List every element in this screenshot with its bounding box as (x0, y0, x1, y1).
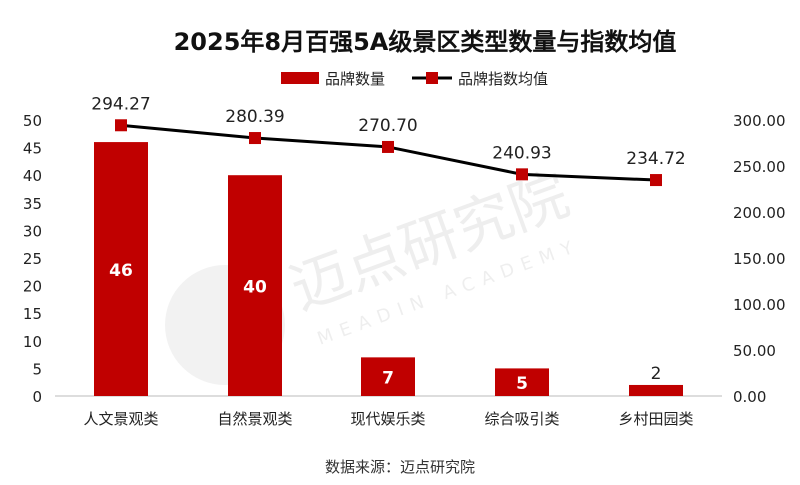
right-tick-label: 200.00 (733, 204, 786, 222)
index-line: 294.27 280.39 270.70 240.93 234.72 (91, 94, 686, 187)
left-tick-label: 15 (23, 305, 42, 323)
line-value-label: 234.72 (626, 149, 685, 169)
left-axis: 0 5 10 15 20 25 30 35 40 45 50 (23, 112, 42, 406)
right-tick-label: 0.00 (733, 388, 766, 406)
left-tick-label: 35 (23, 195, 42, 213)
legend-bar-swatch (281, 72, 319, 84)
left-tick-label: 10 (23, 333, 42, 351)
right-tick-label: 100.00 (733, 296, 786, 314)
bar-value-label: 7 (382, 369, 394, 389)
source-note: 数据来源：迈点研究院 (325, 458, 475, 476)
right-tick-label: 250.00 (733, 158, 786, 176)
line-marker (516, 168, 528, 181)
chart-title: 2025年8月百强5A级景区类型数量与指数均值 (174, 28, 677, 56)
x-tick-label: 自然景观类 (217, 410, 292, 428)
x-axis: 人文景观类 自然景观类 现代娱乐类 综合吸引类 乡村田园类 (83, 410, 693, 428)
line-marker (115, 119, 127, 132)
line-value-label: 280.39 (225, 107, 284, 127)
line-marker (382, 140, 394, 153)
bar (629, 384, 683, 396)
legend-line-label: 品牌指数均值 (458, 70, 548, 88)
right-axis: 0.00 50.00 100.00 150.00 200.00 250.00 300.00 (733, 112, 786, 406)
left-tick-label: 30 (23, 222, 42, 240)
line-marker (650, 174, 662, 187)
line-value-label: 270.70 (358, 116, 417, 136)
bar (94, 142, 148, 396)
line-marker (249, 132, 261, 145)
left-tick-label: 50 (23, 112, 42, 130)
bar-value-label: 2 (651, 364, 662, 384)
left-tick-label: 45 (23, 140, 42, 158)
bar-value-label: 46 (109, 261, 133, 281)
bar (495, 368, 549, 396)
left-tick-label: 20 (23, 278, 42, 296)
left-tick-label: 0 (32, 388, 42, 406)
x-tick-label: 乡村田园类 (618, 410, 693, 428)
right-tick-label: 150.00 (733, 250, 786, 268)
bars: 46 40 7 5 2 (94, 142, 683, 396)
left-tick-label: 40 (23, 167, 42, 185)
bar (361, 357, 415, 396)
bar-value-label: 40 (243, 278, 267, 298)
legend: 品牌数量 品牌指数均值 (281, 70, 548, 88)
left-tick-label: 5 (32, 360, 42, 378)
watermark: 迈点研究院 MEADIN ACADEMY (165, 160, 583, 385)
x-tick-label: 综合吸引类 (484, 410, 559, 428)
legend-line-marker (426, 72, 438, 84)
bar-value-label: 5 (516, 374, 528, 394)
line-value-label: 240.93 (492, 143, 551, 163)
right-tick-label: 300.00 (733, 112, 786, 130)
legend-bar-label: 品牌数量 (325, 70, 385, 88)
x-tick-label: 人文景观类 (83, 410, 158, 428)
bar (228, 175, 282, 396)
right-tick-label: 50.00 (733, 342, 776, 360)
x-tick-label: 现代娱乐类 (350, 410, 425, 428)
left-tick-label: 25 (23, 250, 42, 268)
line-value-label: 294.27 (91, 94, 150, 114)
